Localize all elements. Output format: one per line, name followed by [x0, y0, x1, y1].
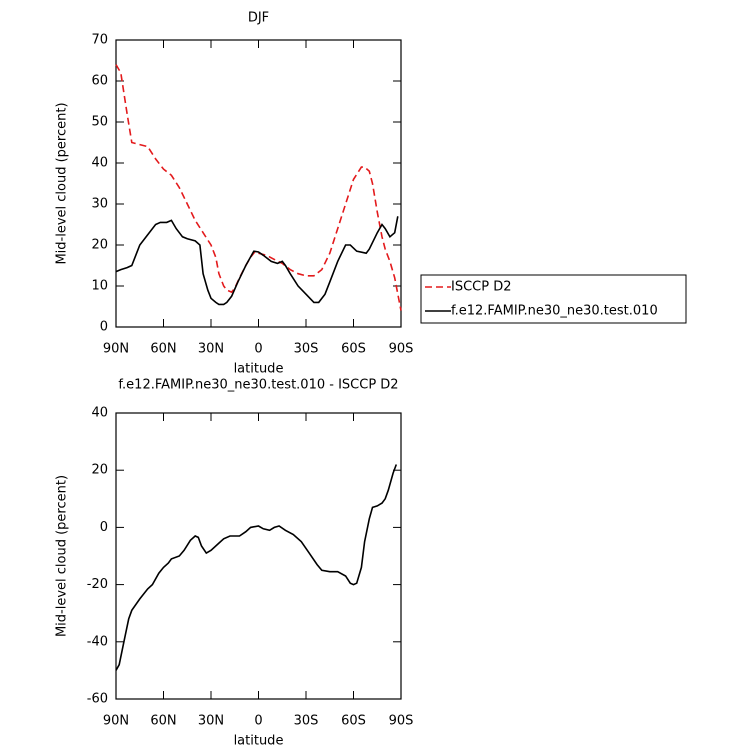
plot-frame: [115, 412, 402, 700]
x-axis-label: latitude: [234, 362, 284, 377]
x-tick-label: 30S: [294, 714, 319, 729]
y-axis-label: Mid-level cloud (percent): [55, 475, 70, 637]
y-tick-label: -60: [87, 692, 108, 707]
x-axis-label: latitude: [234, 734, 284, 749]
y-tick-label: 40: [91, 406, 108, 421]
y-tick-label: 50: [91, 115, 108, 130]
series-line: [115, 64, 402, 311]
chart-title: DJF: [248, 11, 269, 26]
y-axis-label: Mid-level cloud (percent): [55, 102, 70, 264]
y-tick-label: 10: [91, 279, 108, 294]
y-tick-label: 60: [91, 74, 108, 89]
series-line: [115, 464, 398, 671]
y-tick-label: -20: [87, 577, 108, 592]
x-tick-label: 0: [254, 714, 262, 729]
legend-label: f.e12.FAMIP.ne30_ne30.test.010: [451, 304, 658, 319]
legend-label: ISCCP D2: [451, 280, 512, 295]
x-tick-label: 30N: [198, 342, 224, 357]
chart-title: f.e12.FAMIP.ne30_ne30.test.010 - ISCCP D…: [118, 378, 398, 393]
y-tick-label: 20: [91, 463, 108, 478]
x-tick-label: 30S: [294, 342, 319, 357]
y-tick-label: 40: [91, 156, 108, 171]
legend-box: [420, 274, 687, 324]
y-tick-label: -40: [87, 634, 108, 649]
x-tick-label: 60S: [341, 342, 366, 357]
y-tick-label: 20: [91, 238, 108, 253]
x-tick-label: 0: [254, 342, 262, 357]
x-tick-label: 60N: [150, 342, 176, 357]
x-tick-label: 90S: [389, 714, 414, 729]
y-tick-label: 0: [100, 520, 108, 535]
x-tick-label: 60S: [341, 714, 366, 729]
series-line: [115, 216, 399, 306]
x-tick-label: 90N: [103, 714, 129, 729]
x-tick-label: 90N: [103, 342, 129, 357]
y-tick-label: 70: [91, 33, 108, 48]
y-tick-label: 0: [100, 320, 108, 335]
plot-frame: [115, 39, 402, 328]
y-tick-label: 30: [91, 197, 108, 212]
x-tick-label: 60N: [150, 714, 176, 729]
x-tick-label: 90S: [389, 342, 414, 357]
x-tick-label: 30N: [198, 714, 224, 729]
